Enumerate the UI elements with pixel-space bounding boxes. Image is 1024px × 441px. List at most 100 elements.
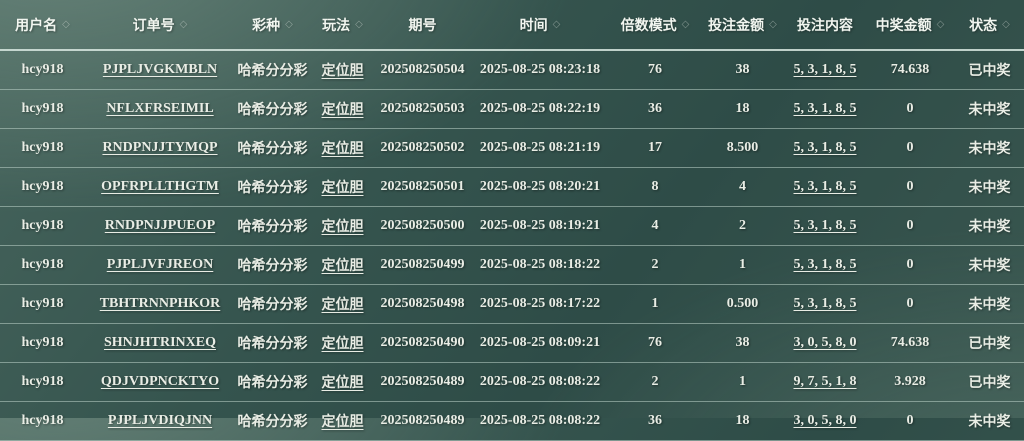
cell-bet-content: 5, 3, 1, 8, 5 — [785, 167, 865, 207]
cell-multiplier-mode: 76 — [610, 50, 700, 90]
cell-multiplier-mode: 4 — [610, 206, 700, 246]
order-no-link[interactable]: NFLXFRSEIMIL — [106, 101, 214, 116]
win-amount-value: 0 — [906, 101, 914, 116]
sort-icon[interactable]: ◇ — [769, 18, 777, 30]
table-row: hcy918 PJPLJVFJREON 哈希分分彩 定位胆 202508250499 20… — [0, 245, 1024, 285]
cell-period-no: 202508250490 — [375, 323, 470, 363]
play-method-link[interactable]: 定位胆 — [321, 298, 364, 313]
col-header-label: 期号 — [408, 18, 437, 34]
cell-win-amount: 74.638 — [865, 323, 955, 363]
win-amount-value: 3.928 — [894, 374, 926, 389]
table-row: hcy918 PJPLJVDIQJNN 哈希分分彩 定位胆 202508250489 20… — [0, 401, 1024, 441]
cell-bet-content: 3, 0, 5, 8, 0 — [785, 323, 865, 363]
col-header-order-no[interactable]: 订单号 ◇ — [85, 0, 235, 51]
win-amount-value: 74.638 — [890, 62, 930, 77]
play-method-link[interactable]: 定位胆 — [321, 103, 364, 118]
col-header-label: 用户名 — [15, 18, 58, 34]
username-value: hcy918 — [21, 140, 64, 155]
sort-icon[interactable]: ◇ — [552, 18, 561, 30]
cell-time: 2025-08-25 08:23:18 — [470, 50, 610, 90]
cell-order-no: RNDPNJJPUEOP — [85, 206, 235, 246]
sort-icon[interactable]: ◇ — [355, 18, 363, 30]
col-header-win-amount[interactable]: 中奖金额 ◇ — [865, 0, 955, 51]
col-header-multiplier-mode[interactable]: 倍数模式 ◇ — [610, 0, 700, 51]
bet-amount-value: 38 — [735, 335, 750, 350]
cell-username: hcy918 — [0, 50, 85, 90]
col-header-status[interactable]: 状态 ◇ — [955, 0, 1024, 51]
cell-bet-content: 5, 3, 1, 8, 5 — [785, 245, 865, 285]
cell-lottery-type: 哈希分分彩 — [235, 128, 310, 168]
sort-icon[interactable]: ◇ — [285, 18, 293, 30]
col-header-time[interactable]: 时间 ◇ — [470, 0, 610, 51]
win-amount-value: 0 — [906, 179, 914, 194]
sort-icon[interactable]: ◇ — [1002, 18, 1010, 30]
order-no-link[interactable]: QDJVDPNCKTYO — [100, 374, 220, 389]
order-no-link[interactable]: RNDPNJJPUEOP — [104, 218, 216, 233]
status-value: 已中奖 — [968, 376, 1011, 391]
win-amount-value: 0 — [906, 296, 914, 311]
play-method-link[interactable]: 定位胆 — [321, 415, 364, 430]
play-method-link[interactable]: 定位胆 — [321, 181, 364, 196]
cell-status: 已中奖 — [955, 362, 1024, 402]
cell-status: 未中奖 — [955, 128, 1024, 168]
bet-content-link[interactable]: 5, 3, 1, 8, 5 — [793, 62, 857, 77]
cell-period-no: 202508250503 — [375, 89, 470, 129]
status-value: 未中奖 — [968, 415, 1011, 430]
col-header-play-method[interactable]: 玩法 ◇ — [310, 0, 375, 51]
bet-content-link[interactable]: 5, 3, 1, 8, 5 — [793, 101, 857, 116]
cell-period-no: 202508250489 — [375, 401, 470, 441]
play-method-link[interactable]: 定位胆 — [321, 64, 364, 79]
bet-content-link[interactable]: 5, 3, 1, 8, 5 — [793, 218, 857, 233]
cell-status: 已中奖 — [955, 50, 1024, 90]
table-row: hcy918 RNDPNJJPUEOP 哈希分分彩 定位胆 202508250500 20… — [0, 206, 1024, 246]
bet-content-link[interactable]: 3, 0, 5, 8, 0 — [793, 413, 857, 428]
sort-icon[interactable]: ◇ — [179, 18, 188, 30]
sort-icon[interactable]: ◇ — [681, 18, 690, 30]
col-header-bet-amount[interactable]: 投注金额 ◇ — [700, 0, 785, 51]
multiplier-mode-value: 4 — [651, 218, 659, 233]
col-header-username[interactable]: 用户名 ◇ — [0, 0, 85, 51]
status-value: 未中奖 — [968, 181, 1011, 196]
cell-order-no: PJPLJVDIQJNN — [85, 401, 235, 441]
play-method-link[interactable]: 定位胆 — [321, 220, 364, 235]
cell-win-amount: 0 — [865, 401, 955, 441]
status-value: 未中奖 — [968, 259, 1011, 274]
order-no-link[interactable]: OPFRPLLTHGTM — [101, 179, 219, 194]
bet-content-link[interactable]: 5, 3, 1, 8, 5 — [793, 257, 857, 272]
cell-play-method: 定位胆 — [310, 89, 375, 129]
time-value: 2025-08-25 08:18:22 — [479, 257, 601, 272]
cell-win-amount: 0 — [865, 206, 955, 246]
bet-content-link[interactable]: 5, 3, 1, 8, 5 — [793, 296, 857, 311]
bet-content-link[interactable]: 5, 3, 1, 8, 5 — [793, 140, 857, 155]
order-no-link[interactable]: SHNJHTRINXEQ — [103, 335, 217, 350]
order-no-link[interactable]: RNDPNJJTYMQP — [102, 140, 218, 155]
order-no-link[interactable]: PJPLJVGKMBLN — [102, 62, 218, 77]
lottery-type-value: 哈希分分彩 — [237, 64, 308, 79]
lottery-type-value: 哈希分分彩 — [237, 376, 308, 391]
play-method-link[interactable]: 定位胆 — [321, 259, 364, 274]
cell-multiplier-mode: 76 — [610, 323, 700, 363]
username-value: hcy918 — [21, 374, 64, 389]
order-no-link[interactable]: TBHTRNNPHKOR — [99, 296, 221, 311]
sort-icon[interactable]: ◇ — [936, 18, 945, 30]
play-method-link[interactable]: 定位胆 — [321, 376, 364, 391]
win-amount-value: 74.638 — [890, 335, 930, 350]
bet-content-link[interactable]: 3, 0, 5, 8, 0 — [793, 335, 857, 350]
cell-time: 2025-08-25 08:18:22 — [470, 245, 610, 285]
cell-order-no: PJPLJVFJREON — [85, 245, 235, 285]
cell-win-amount: 0 — [865, 245, 955, 285]
bet-content-link[interactable]: 5, 3, 1, 8, 5 — [793, 179, 857, 194]
order-no-link[interactable]: PJPLJVFJREON — [106, 257, 214, 272]
sort-icon[interactable]: ◇ — [62, 18, 70, 30]
status-value: 未中奖 — [968, 103, 1011, 118]
time-value: 2025-08-25 08:21:19 — [479, 140, 601, 155]
bet-amount-value: 18 — [735, 101, 750, 116]
bet-content-link[interactable]: 9, 7, 5, 1, 8 — [793, 374, 857, 389]
play-method-link[interactable]: 定位胆 — [321, 337, 364, 352]
play-method-link[interactable]: 定位胆 — [321, 142, 364, 157]
col-header-lottery-type[interactable]: 彩种 ◇ — [235, 0, 310, 51]
bet-amount-value: 2 — [739, 218, 746, 233]
order-no-link[interactable]: PJPLJVDIQJNN — [107, 413, 213, 428]
header-row: 用户名 ◇ 订单号 ◇ 彩种 ◇ 玩法 ◇ 期号 时间 ◇ 倍数模式 ◇ 投注金额 ◇ 投注内容 中奖金额 ◇ 状态… — [0, 0, 1024, 51]
col-header-period-no: 期号 — [375, 0, 470, 51]
